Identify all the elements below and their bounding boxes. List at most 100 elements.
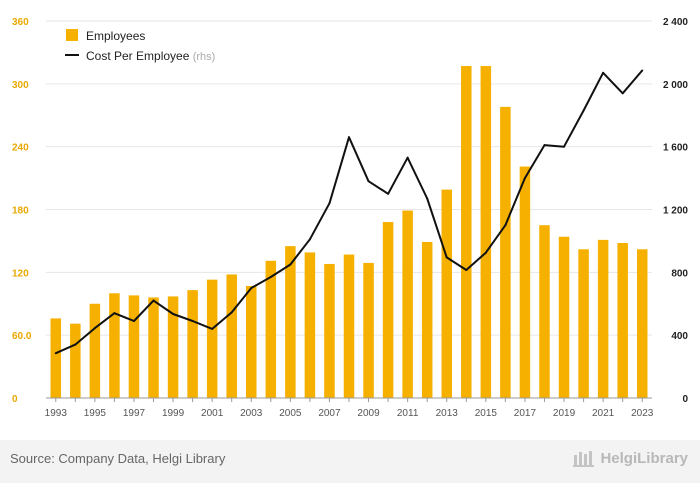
y-left-tick-label: 180 [12,206,29,217]
y-left-tick-label: 0 [12,394,18,405]
employees-bar [441,189,452,398]
cost-per-employee-point [641,69,644,72]
x-tick-label: 2017 [514,408,537,419]
employees-bar [500,106,511,398]
y-right-tick-label: 2 400 [663,17,688,28]
x-tick-label: 1999 [162,408,185,419]
x-tick-label: 2021 [592,408,615,419]
y-left-tick-label: 240 [12,143,29,154]
cost-per-employee-point [132,320,135,323]
cost-per-employee-point [348,136,350,139]
legend: Employees Cost Per Employee (rhs) [65,29,215,63]
cost-per-employee-point [211,327,214,330]
cost-per-employee-point [152,299,155,302]
source-note: Source: Company Data, Helgi Library [10,451,226,466]
employees-bar [206,279,218,398]
x-tick-label: 2007 [318,408,341,419]
cost-per-employee-point [308,238,311,241]
employees-bar [109,293,120,398]
x-tick-label: 1995 [84,408,107,419]
employees-bar [89,303,101,398]
cost-per-employee-point [445,256,448,259]
y-right-tick-label: 400 [671,331,688,342]
employees-bar [617,243,628,398]
employees-bar [167,296,179,398]
employees-bar [226,274,237,398]
cost-per-employee-point [582,109,585,112]
y-left-tick-label: 120 [12,268,29,279]
employees-bar [558,236,570,398]
employees-bar [636,249,648,398]
y-right-tick-label: 0 [682,394,688,405]
employees-bar [128,295,140,398]
y-right-tick-label: 1 600 [663,143,688,154]
x-tick-label: 2005 [279,408,302,419]
cost-per-employee-point [113,312,116,315]
combo-chart: 0 60.0 120 180 240 300 360 0 400 800 1 200 1 600 2 0… [12,17,688,419]
cost-per-employee-point [74,343,77,346]
gridlines [46,20,652,336]
employees-bar [324,263,335,398]
employees-bar [519,166,531,398]
cost-per-employee-point [269,276,272,279]
cost-per-employee-point [543,144,546,147]
employees-bar [421,241,433,398]
cost-per-employee-point [230,311,233,314]
employees-bar [480,66,492,399]
y-left-tick-label: 60.0 [12,331,32,342]
x-tick-label: 2009 [357,408,380,419]
employees-bar [578,249,589,398]
cost-per-employee-point [54,352,57,355]
cost-per-employee-point [328,202,331,205]
y-right-tick-label: 800 [671,268,688,279]
cost-per-employee-line-group [54,69,644,355]
y-left-tick-label: 360 [12,17,29,28]
employees-bar [265,260,277,398]
legend-label-employees: Employees [86,29,145,43]
cost-per-employee-point [406,156,409,159]
x-tick-label: 1997 [123,408,146,419]
x-tick-label: 2001 [201,408,224,419]
employees-bar [402,210,413,398]
cost-per-employee-point [426,197,429,200]
employees-bar [148,297,159,398]
y-left-tick-label: 300 [12,80,29,91]
cost-per-employee-point [602,71,605,74]
x-tick-label: 2019 [553,408,576,419]
brand-name: HelgiLibrary [600,449,688,467]
cost-per-employee-point [465,268,468,271]
y-right-tick-label: 1 200 [663,206,688,217]
cost-per-employee-point [621,92,624,95]
x-tick-label: 2015 [475,408,498,419]
cost-per-employee-point [191,320,194,323]
employees-bar [246,285,257,398]
employees-bar [539,225,550,398]
employees-bar [304,252,316,398]
employees-bar [343,254,355,398]
brand-logo: HelgiLibrary [573,449,688,467]
legend-label-cost-per-employee: Cost Per Employee (rhs) [86,49,215,63]
employees-bar [363,262,374,398]
legend-rhs-note: (rhs) [193,51,216,63]
employees-bar [382,222,394,398]
axes: 0 60.0 120 180 240 300 360 0 400 800 1 200 1 600 2 0… [12,17,688,419]
employees-bar [597,239,609,398]
chart-area: 0 60.0 120 180 240 300 360 0 400 800 1 200 1 600 2 0… [12,17,688,419]
cost-per-employee-point [250,287,253,290]
x-tick-label: 2003 [240,408,263,419]
cost-per-employee-point [484,251,487,254]
employees-bars [50,66,648,399]
employees-bar [70,323,81,398]
cost-per-employee-point [563,145,566,148]
cost-per-employee-point [93,327,96,330]
cost-per-employee-point [504,224,507,227]
employees-bar [285,246,296,398]
cost-per-employee-point [172,312,175,315]
cost-per-employee-point [387,192,390,195]
library-icon [573,451,595,467]
x-tick-label: 2011 [397,408,419,419]
x-tick-label: 2013 [436,408,459,419]
y-right-tick-label: 2 000 [663,80,688,91]
footer: Source: Company Data, Helgi Library Helg… [0,440,700,483]
cost-per-employee-point [289,263,292,266]
